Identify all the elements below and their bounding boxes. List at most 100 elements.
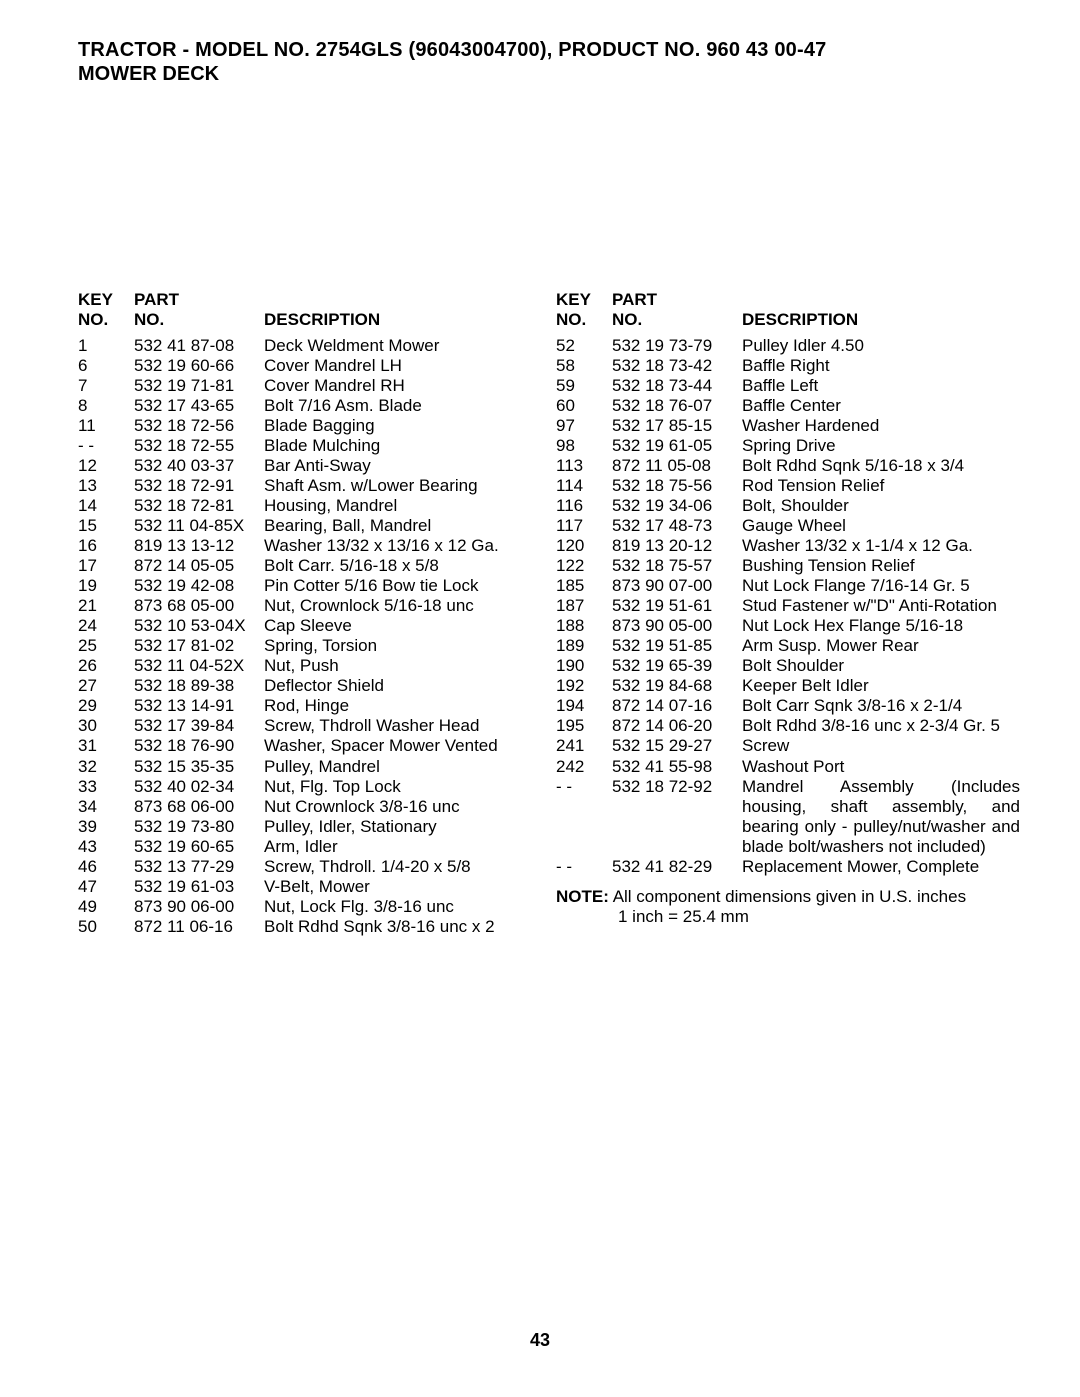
table-row: 49873 90 06-00Nut, Lock Flg. 3/8-16 unc: [78, 897, 542, 917]
cell-desc: Baffle Center: [742, 396, 1020, 416]
cell-desc: Housing, Mandrel: [264, 496, 542, 516]
cell-key: 13: [78, 476, 134, 496]
parts-column-right: KEY NO. PART NO. DESCRIPTION 52532 19 73…: [556, 290, 1020, 937]
cell-part: 873 90 05-00: [612, 616, 742, 636]
table-row: 117532 17 48-73Gauge Wheel: [556, 516, 1020, 536]
table-row: 192532 19 84-68Keeper Belt Idler: [556, 676, 1020, 696]
cell-key: 14: [78, 496, 134, 516]
cell-part: 532 40 02-34: [134, 777, 264, 797]
cell-desc: Nut, Flg. Top Lock: [264, 777, 542, 797]
table-row: 14532 18 72-81Housing, Mandrel: [78, 496, 542, 516]
column-header: KEY NO. PART NO. DESCRIPTION: [78, 290, 542, 330]
cell-key: 47: [78, 877, 134, 897]
cell-part: 532 19 73-79: [612, 336, 742, 356]
cell-part: 873 90 07-00: [612, 576, 742, 596]
cell-desc: Pulley, Mandrel: [264, 757, 542, 777]
cell-desc: Bearing, Ball, Mandrel: [264, 516, 542, 536]
cell-desc: Nut Lock Hex Flange 5/16-18: [742, 616, 1020, 636]
page: TRACTOR - MODEL NO. 2754GLS (96043004700…: [0, 0, 1080, 1397]
cell-desc: Pulley Idler 4.50: [742, 336, 1020, 356]
cell-key: 26: [78, 656, 134, 676]
cell-key: 16: [78, 536, 134, 556]
cell-part: 532 19 60-65: [134, 837, 264, 857]
page-subtitle: MOWER DECK: [78, 63, 1020, 86]
cell-key: 192: [556, 676, 612, 696]
cell-desc: Bolt, Shoulder: [742, 496, 1020, 516]
cell-key: 60: [556, 396, 612, 416]
cell-desc: Deflector Shield: [264, 676, 542, 696]
table-row: 194872 14 07-16Bolt Carr Sqnk 3/8-16 x 2…: [556, 696, 1020, 716]
cell-key: 46: [78, 857, 134, 877]
cell-key: 120: [556, 536, 612, 556]
cell-part: 532 18 73-44: [612, 376, 742, 396]
cell-key: 7: [78, 376, 134, 396]
cell-part: 532 19 61-03: [134, 877, 264, 897]
cell-desc: Washer 13/32 x 13/16 x 12 Ga.: [264, 536, 542, 556]
table-row: 185873 90 07-00Nut Lock Flange 7/16-14 G…: [556, 576, 1020, 596]
cell-part: 532 17 81-02: [134, 636, 264, 656]
table-row: 47532 19 61-03V-Belt, Mower: [78, 877, 542, 897]
cell-part: 532 18 72-92: [612, 777, 742, 857]
table-row: 114532 18 75-56Rod Tension Relief: [556, 476, 1020, 496]
cell-part: 532 41 55-98: [612, 757, 742, 777]
table-row: 242532 41 55-98Washout Port: [556, 757, 1020, 777]
cell-desc: Stud Fastener w/"D" Anti-Rotation: [742, 596, 1020, 616]
cell-desc: Blade Mulching: [264, 436, 542, 456]
header-part-1: PART: [134, 290, 179, 309]
cell-desc: Bolt Rdhd 3/8-16 unc x 2-3/4 Gr. 5: [742, 716, 1020, 736]
cell-desc: Mandrel Assembly (Includes housing, shaf…: [742, 777, 1020, 857]
cell-key: 39: [78, 817, 134, 837]
table-row: 24532 10 53-04XCap Sleeve: [78, 616, 542, 636]
cell-key: 49: [78, 897, 134, 917]
cell-part: 532 19 73-80: [134, 817, 264, 837]
table-row: 50872 11 06-16Bolt Rdhd Sqnk 3/8-16 unc …: [78, 917, 542, 937]
header-part-1: PART: [612, 290, 657, 309]
cell-key: 27: [78, 676, 134, 696]
cell-desc: Deck Weldment Mower: [264, 336, 542, 356]
table-row: 8532 17 43-65Bolt 7/16 Asm. Blade: [78, 396, 542, 416]
cell-desc: Washer Hardened: [742, 416, 1020, 436]
table-row: 1532 41 87-08Deck Weldment Mower: [78, 336, 542, 356]
table-row: 116532 19 34-06Bolt, Shoulder: [556, 496, 1020, 516]
cell-part: 872 14 07-16: [612, 696, 742, 716]
header-part-2: NO.: [612, 310, 642, 329]
cell-part: 532 10 53-04X: [134, 616, 264, 636]
cell-part: 532 17 39-84: [134, 716, 264, 736]
cell-key: 15: [78, 516, 134, 536]
table-row: 190532 19 65-39Bolt Shoulder: [556, 656, 1020, 676]
page-number: 43: [0, 1330, 1080, 1351]
cell-key: 32: [78, 757, 134, 777]
table-row: 46532 13 77-29Screw, Thdroll. 1/4-20 x 5…: [78, 857, 542, 877]
cell-part: 872 14 06-20: [612, 716, 742, 736]
cell-key: 1: [78, 336, 134, 356]
cell-key: 122: [556, 556, 612, 576]
cell-key: 117: [556, 516, 612, 536]
table-row: 52532 19 73-79Pulley Idler 4.50: [556, 336, 1020, 356]
cell-key: 8: [78, 396, 134, 416]
table-row: 59532 18 73-44Baffle Left: [556, 376, 1020, 396]
cell-part: 532 19 65-39: [612, 656, 742, 676]
table-row: 25532 17 81-02Spring, Torsion: [78, 636, 542, 656]
cell-part: 532 41 87-08: [134, 336, 264, 356]
cell-part: 872 14 05-05: [134, 556, 264, 576]
cell-part: 532 19 34-06: [612, 496, 742, 516]
cell-part: 873 90 06-00: [134, 897, 264, 917]
table-row: 113872 11 05-08Bolt Rdhd Sqnk 5/16-18 x …: [556, 456, 1020, 476]
column-header: KEY NO. PART NO. DESCRIPTION: [556, 290, 1020, 330]
table-row: 98532 19 61-05Spring Drive: [556, 436, 1020, 456]
table-row: 189532 19 51-85Arm Susp. Mower Rear: [556, 636, 1020, 656]
cell-key: 98: [556, 436, 612, 456]
table-row: 34873 68 06-00Nut Crownlock 3/8-16 unc: [78, 797, 542, 817]
header-part-2: NO.: [134, 310, 164, 329]
table-row: 27532 18 89-38Deflector Shield: [78, 676, 542, 696]
page-title: TRACTOR - MODEL NO. 2754GLS (96043004700…: [78, 38, 1020, 63]
table-row: 7532 19 71-81Cover Mandrel RH: [78, 376, 542, 396]
cell-desc: Blade Bagging: [264, 416, 542, 436]
cell-part: 532 11 04-85X: [134, 516, 264, 536]
header-key-2: NO.: [556, 310, 586, 329]
cell-desc: Nut Crownlock 3/8-16 unc: [264, 797, 542, 817]
cell-part: 532 18 76-07: [612, 396, 742, 416]
cell-key: 58: [556, 356, 612, 376]
cell-key: 194: [556, 696, 612, 716]
cell-part: 532 13 14-91: [134, 696, 264, 716]
